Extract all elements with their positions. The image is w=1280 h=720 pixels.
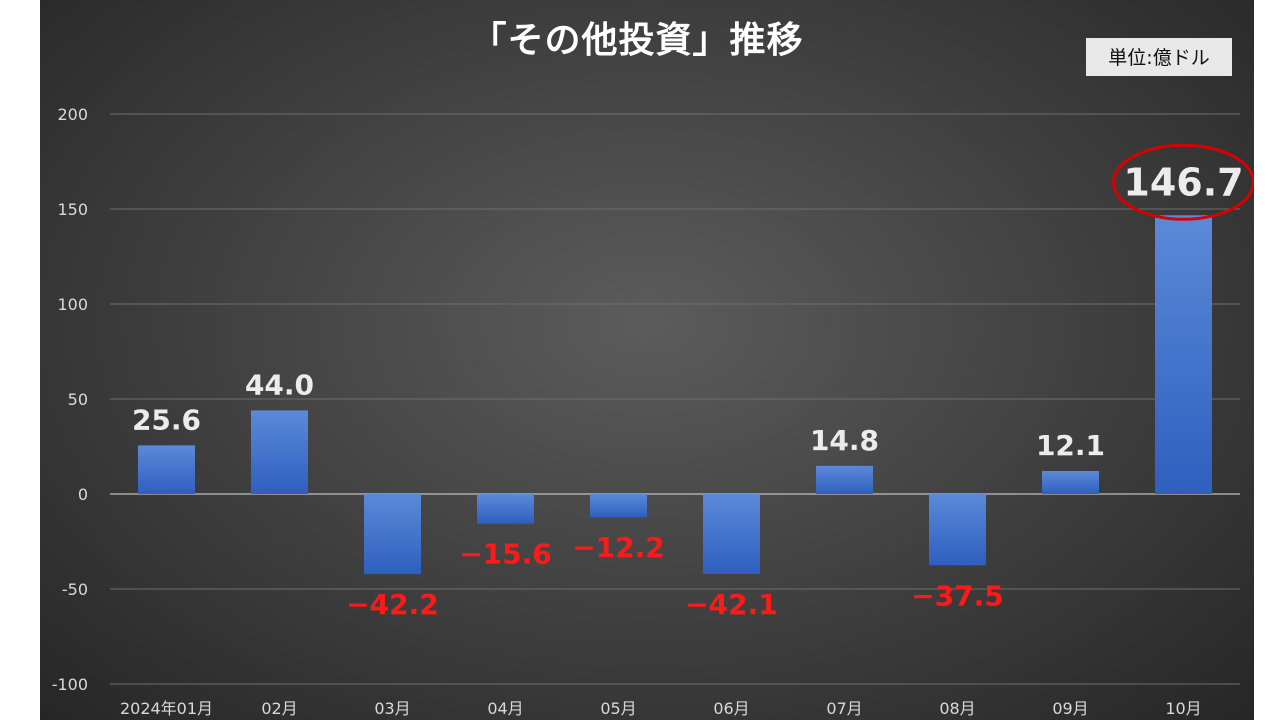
data-label: 14.8 bbox=[810, 424, 879, 457]
bar bbox=[477, 494, 534, 524]
bar bbox=[703, 494, 760, 574]
bar bbox=[1042, 471, 1099, 494]
bar bbox=[364, 494, 421, 575]
x-tick-label: 02月 bbox=[261, 699, 297, 718]
data-label: 146.7 bbox=[1123, 160, 1243, 204]
x-tick-label: 09月 bbox=[1052, 699, 1088, 718]
bar bbox=[816, 465, 873, 494]
highlight-ring bbox=[1112, 143, 1254, 221]
bar bbox=[590, 494, 647, 518]
data-label: −12.2 bbox=[572, 531, 665, 564]
unit-label-box bbox=[1086, 38, 1232, 76]
x-axis-ticks: 2024年01月 02月 03月 04月 05月 06月 07月 08月 09月 10月 bbox=[120, 699, 1202, 718]
data-label: −42.2 bbox=[346, 588, 439, 621]
bars bbox=[138, 215, 1212, 575]
bar bbox=[251, 410, 308, 494]
y-tick-label: 100 bbox=[57, 295, 88, 314]
x-tick-label: 05月 bbox=[600, 699, 636, 718]
y-tick-label: 200 bbox=[57, 105, 88, 124]
y-tick-label: -100 bbox=[52, 675, 88, 694]
data-labels: 25.6 44.0 −42.2 −15.6 −12.2 −42.1 14.8 −37.5 12.… bbox=[132, 143, 1254, 621]
chart-title: 「その他投資」推移 bbox=[470, 20, 803, 61]
x-tick-label: 03月 bbox=[374, 699, 410, 718]
unit-label: 単位:億ドル bbox=[1108, 47, 1209, 69]
gridlines bbox=[110, 113, 1240, 685]
x-tick-label: 04月 bbox=[487, 699, 523, 718]
y-tick-label: 0 bbox=[78, 485, 88, 504]
data-label: −37.5 bbox=[911, 579, 1004, 612]
y-tick-label: 150 bbox=[57, 200, 88, 219]
data-label: 44.0 bbox=[245, 368, 314, 401]
x-tick-label: 08月 bbox=[939, 699, 975, 718]
x-tick-label: 06月 bbox=[713, 699, 749, 718]
x-tick-label: 2024年01月 bbox=[120, 699, 213, 718]
data-label: 12.1 bbox=[1036, 429, 1105, 462]
bar-chart: 「その他投資」推移 単位:億ドル 200 150 100 50 0 -50 -100 25.… bbox=[52, 20, 1254, 718]
x-tick-label: 10月 bbox=[1165, 699, 1201, 718]
bar bbox=[138, 445, 195, 494]
y-tick-label: 50 bbox=[68, 390, 88, 409]
bar bbox=[1155, 215, 1212, 494]
data-label: −42.1 bbox=[685, 588, 778, 621]
x-tick-label: 07月 bbox=[826, 699, 862, 718]
chart-panel: 「その他投資」推移 単位:億ドル 200 150 100 50 0 -50 -100 25.… bbox=[40, 0, 1254, 720]
bar bbox=[929, 494, 986, 566]
data-label: 25.6 bbox=[132, 403, 201, 436]
y-tick-label: -50 bbox=[62, 580, 88, 599]
y-axis-ticks: 200 150 100 50 0 -50 -100 bbox=[52, 105, 88, 694]
data-label: −15.6 bbox=[459, 538, 552, 571]
